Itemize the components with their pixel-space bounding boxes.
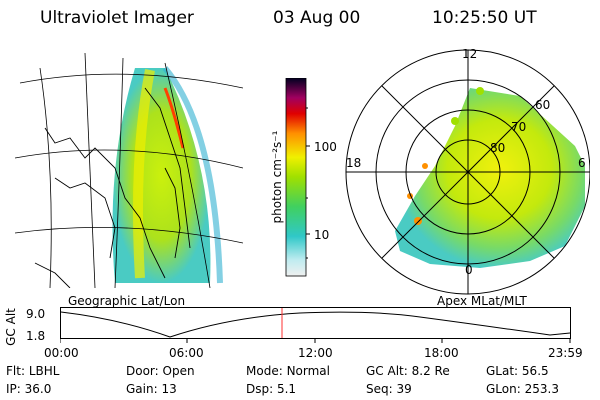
- footer-ip: IP: 36.0: [6, 382, 52, 396]
- mlat-label-70: 70: [511, 120, 527, 134]
- footer-gc-alt: GC Alt: 8.2 Re: [366, 364, 450, 378]
- footer-door: Door: Open: [126, 364, 195, 378]
- mlt-label-18: 18: [346, 156, 362, 170]
- altitude-plot: [60, 307, 571, 343]
- colorbar: [285, 78, 310, 277]
- colorbar-tick-100: 100: [314, 140, 337, 154]
- footer-glon: GLon: 253.3: [486, 382, 559, 396]
- footer-seq: Seq: 39: [366, 382, 412, 396]
- mlt-label-12: 12: [462, 47, 478, 61]
- footer-mode: Mode: Normal: [246, 364, 330, 378]
- footer-flt: Flt: LBHL: [6, 364, 60, 378]
- altitude-ylabel: GC Alt: [3, 308, 18, 346]
- footer-gain: Gain: 13: [126, 382, 177, 396]
- altitude-ytick-high: 9.0: [26, 307, 46, 321]
- geographic-map-image: [15, 52, 243, 288]
- colorbar-unit-label: photon cm⁻²s⁻¹: [270, 130, 284, 224]
- time-label: 10:25:50 UT: [432, 8, 537, 28]
- instrument-title: Ultraviolet Imager: [40, 8, 194, 28]
- mlat-label-60: 60: [535, 98, 551, 112]
- xtick-1800: 18:00: [424, 346, 459, 360]
- altitude-ytick-low: 1.8: [26, 329, 46, 343]
- apex-panel-label: Apex MLat/MLT: [437, 294, 527, 308]
- polar-plot: [345, 49, 590, 295]
- xtick-0000: 00:00: [44, 346, 79, 360]
- mlat-label-80: 80: [490, 141, 506, 155]
- mlt-label-0: 0: [465, 263, 473, 277]
- colorbar-gradient: [285, 78, 307, 277]
- colorbar-tick-10: 10: [314, 228, 330, 242]
- footer-dsp: Dsp: 5.1: [246, 382, 297, 396]
- xtick-0600: 06:00: [169, 346, 204, 360]
- geographic-panel-label: Geographic Lat/Lon: [68, 294, 186, 308]
- altitude-curve: [60, 311, 571, 338]
- xtick-1200: 12:00: [298, 346, 333, 360]
- mlt-label-6: 6: [578, 156, 586, 170]
- xtick-2359: 23:59: [548, 346, 583, 360]
- footer-glat: GLat: 56.5: [486, 364, 549, 378]
- date-label: 03 Aug 00: [273, 8, 361, 28]
